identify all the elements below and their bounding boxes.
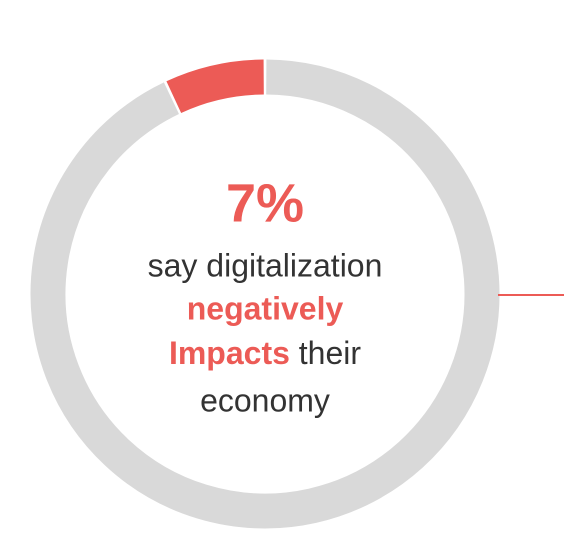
donut-segment [166, 59, 265, 114]
caption-highlight: Impacts [169, 335, 290, 371]
caption-line: say digitalization [148, 247, 383, 283]
caption-line: economy [200, 382, 330, 418]
caption-text: their [299, 335, 362, 371]
value-label: 7% [226, 173, 304, 233]
caption-highlight: negatively [187, 290, 344, 326]
donut-segment [30, 59, 500, 529]
caption-line: Impacts their [169, 335, 361, 371]
